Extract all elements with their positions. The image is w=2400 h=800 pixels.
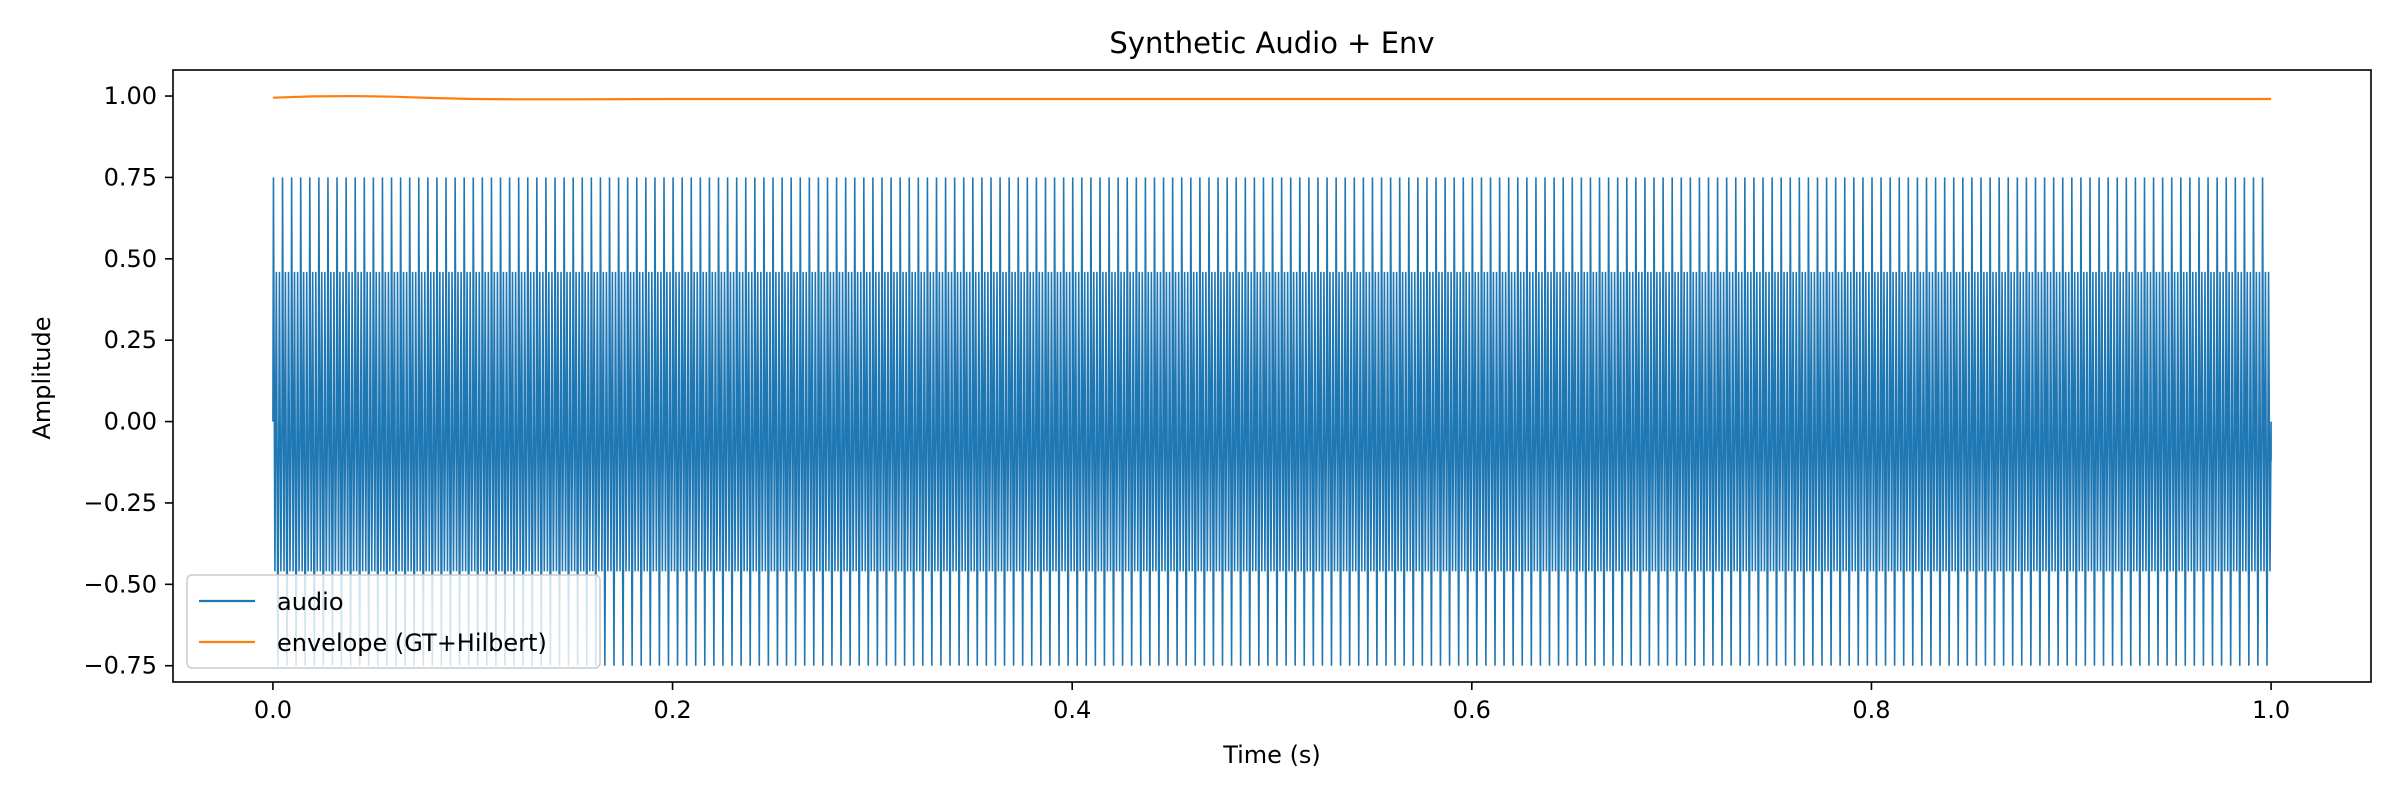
legend: audio envelope (GT+Hilbert)	[186, 574, 601, 669]
y-axis: −0.75 −0.50 −0.25 0.00 0.25 0.50 0.75 1.00	[83, 82, 173, 680]
y-tick-label: 0.25	[104, 326, 157, 354]
envelope-series-line	[272, 94, 2272, 101]
x-tick-label: 1.0	[2252, 696, 2290, 724]
x-tick-label: 0.8	[1852, 696, 1890, 724]
x-axis: 0.0 0.2 0.4 0.6 0.8 1.0	[254, 682, 2290, 724]
legend-box	[186, 574, 601, 669]
x-tick-label: 0.6	[1453, 696, 1491, 724]
x-axis-label: Time (s)	[1222, 741, 1321, 769]
chart-title: Synthetic Audio + Env	[1109, 26, 1434, 60]
y-tick-label: 1.00	[104, 82, 157, 110]
y-axis-label: Amplitude	[28, 317, 56, 440]
y-tick-label: −0.25	[83, 489, 157, 517]
series-layer	[272, 94, 2272, 666]
y-tick-label: 0.75	[104, 163, 157, 191]
y-tick-label: 0.50	[104, 245, 157, 273]
legend-audio-label: audio	[277, 588, 344, 616]
x-tick-label: 0.2	[653, 696, 691, 724]
legend-envelope-label: envelope (GT+Hilbert)	[277, 629, 547, 657]
plot-frame	[172, 69, 2372, 683]
y-tick-label: 0.00	[104, 408, 157, 436]
x-tick-label: 0.4	[1053, 696, 1091, 724]
audio-series-line	[272, 177, 2272, 666]
y-tick-label: −0.50	[83, 570, 157, 598]
y-tick-label: −0.75	[83, 652, 157, 680]
x-tick-label: 0.0	[254, 696, 292, 724]
